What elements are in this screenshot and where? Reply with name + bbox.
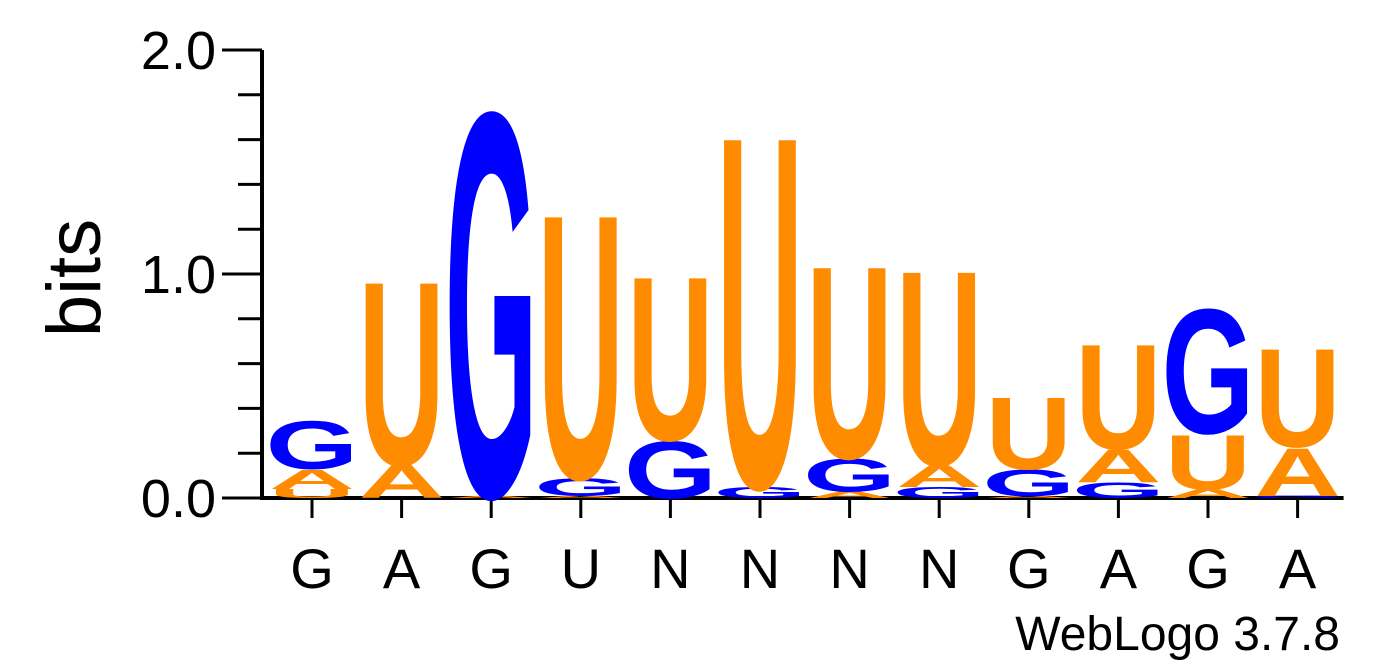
logo-letter-a: A <box>1075 440 1161 492</box>
logo-letter-u: U <box>806 209 892 516</box>
logo-column: AGU <box>534 137 627 559</box>
logo-letter-g: G <box>1162 273 1255 472</box>
x-tick-label: N <box>650 537 690 600</box>
y-tick-label: 0.0 <box>141 469 216 529</box>
y-tick-label: 1.0 <box>141 245 216 305</box>
x-tick-label: G <box>290 537 334 600</box>
logo-letter-u: U <box>896 214 982 525</box>
y-axis-label: bits <box>32 219 117 337</box>
x-tick-label: G <box>469 537 513 600</box>
y-tick-label: 2.0 <box>141 21 216 81</box>
logo-letter-g: G <box>266 407 359 484</box>
x-tick-label: U <box>561 537 601 600</box>
logo-letter-g: G <box>1251 495 1344 498</box>
logo-letter-u: U <box>717 31 803 594</box>
logo-letter-a: A <box>986 495 1072 498</box>
logo-letter-u: U <box>1075 313 1161 481</box>
logo-letter-g: G <box>982 462 1075 504</box>
logo-letter-u: U <box>986 375 1072 491</box>
logo-column: GAU <box>893 214 986 525</box>
x-tick-label: N <box>919 537 959 600</box>
logo-letter-g: G <box>624 424 717 516</box>
logo-letter-g: G <box>445 0 538 613</box>
logo-letter-a: A <box>896 458 982 493</box>
logo-column: GAU <box>1072 313 1165 503</box>
logo-column: GU <box>624 228 717 515</box>
logo-column: GAU <box>1251 319 1344 510</box>
axes-layer: 0.01.02.0G A G U N N N N G A G A <box>141 21 1344 600</box>
x-tick-label: A <box>1279 537 1317 600</box>
logo-letter-a: A <box>1165 487 1251 501</box>
logo-column: AU <box>358 228 444 522</box>
logo-column: AG <box>445 0 538 613</box>
logo-letter-g: G <box>803 449 896 501</box>
logo-letter-u: U <box>627 228 713 490</box>
logo-letter-g: G <box>893 484 986 501</box>
logo-letter-a: A <box>269 464 355 495</box>
x-tick-label: N <box>740 537 780 600</box>
logo-letter-g: G <box>714 484 807 501</box>
logo-column: AGU <box>982 375 1075 503</box>
logo-letter-g: G <box>1072 478 1165 502</box>
logo-letter-a: A <box>358 456 444 508</box>
weblogo-credit: WebLogo 3.7.8 <box>1015 608 1340 661</box>
x-tick-label: A <box>383 537 421 600</box>
logo-column: AGU <box>803 209 896 516</box>
logo-column: GU <box>714 31 807 594</box>
logo-letter-g: G <box>534 473 627 501</box>
logo-letter-a: A <box>538 495 624 498</box>
x-tick-label: G <box>1007 537 1051 600</box>
logo-letter-a: A <box>806 489 892 500</box>
x-tick-label: N <box>829 537 869 600</box>
x-tick-label: G <box>1186 537 1230 600</box>
logo-letter-a: A <box>1254 434 1340 511</box>
logo-column: AUG <box>1162 273 1255 506</box>
logo-letter-u: U <box>269 487 355 501</box>
x-tick-label: A <box>1100 537 1138 600</box>
logo-letter-u: U <box>538 137 624 559</box>
logo-letter-u: U <box>1165 419 1251 506</box>
logo-letter-u: U <box>1254 319 1340 476</box>
logo-letter-u: U <box>358 228 444 522</box>
logo-letter-a: A <box>448 495 534 498</box>
logo-column: UAG <box>266 407 359 501</box>
